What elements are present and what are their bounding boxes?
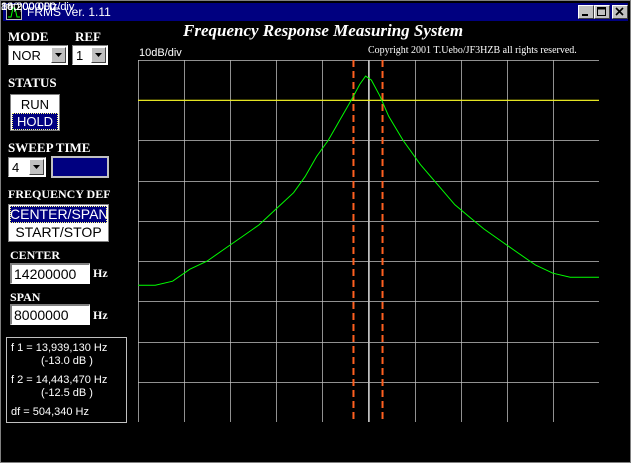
x-tick-label: 14,200,000 (1, 1, 57, 13)
page-title: Frequency Response Measuring System (183, 21, 464, 40)
f2-db-readout: (-12.5 dB ) (41, 387, 93, 399)
mode-select[interactable]: NOR (8, 45, 68, 65)
span-unit: Hz (93, 308, 108, 322)
minimize-button[interactable] (578, 5, 594, 19)
ref-select[interactable]: 1 (72, 45, 108, 65)
response-trace (138, 75, 599, 286)
frequency-def-listbox[interactable]: CENTER/SPAN START/STOP (8, 204, 109, 242)
chevron-down-icon[interactable] (91, 47, 106, 63)
frequency-response-plot[interactable] (138, 60, 599, 422)
sweep-indicator (51, 156, 109, 178)
copyright-text: Copyright 2001 T.Uebo/JF3HZB all rights … (368, 45, 577, 56)
chevron-down-icon[interactable] (29, 159, 44, 175)
status-option-hold[interactable]: HOLD (12, 113, 58, 130)
df-readout: df = 504,340 Hz (11, 406, 89, 418)
sweep-time-select[interactable]: 4 (8, 157, 46, 177)
sweep-time-value: 4 (12, 160, 20, 175)
span-label: SPAN (10, 290, 41, 304)
ref-value: 1 (76, 48, 84, 63)
ref-label: REF (75, 29, 101, 44)
y-scale-label: 10dB/div (139, 47, 182, 59)
mode-value: NOR (12, 48, 41, 63)
f2-readout: f 2 = 14,443,470 Hz (11, 374, 108, 386)
span-input[interactable]: 8000000 (10, 304, 90, 325)
x-scale-label: 800,000 Hz/div (1, 1, 75, 13)
maximize-button[interactable] (594, 5, 610, 19)
status-label: STATUS (8, 75, 57, 90)
sweep-time-label: SWEEP TIME (8, 140, 91, 155)
center-value: 14200000 (14, 266, 77, 282)
chevron-down-icon[interactable] (51, 47, 66, 63)
window-title: FRMS Ver. 1.11 (27, 5, 111, 19)
f1-db-readout: (-13.0 dB ) (41, 355, 93, 367)
marker-readout-panel: f 1 = 13,939,130 Hz (-13.0 dB ) f 2 = 14… (6, 337, 127, 423)
mode-label: MODE (8, 29, 49, 44)
center-label: CENTER (10, 248, 61, 262)
status-listbox[interactable]: RUN HOLD (10, 94, 60, 131)
f1-readout: f 1 = 13,939,130 Hz (11, 342, 108, 354)
freqdef-option-center-span[interactable]: CENTER/SPAN (10, 206, 109, 223)
freqdef-option-start-stop[interactable]: START/STOP (15, 224, 102, 240)
center-input[interactable]: 14200000 (10, 263, 90, 284)
x-tick-label: 10,200,000 (1, 1, 57, 13)
x-tick-label: 18,200,000 (1, 1, 57, 13)
status-option-run[interactable]: RUN (20, 97, 50, 112)
close-button[interactable] (612, 5, 628, 19)
frequency-def-label: FREQUENCY DEF (8, 187, 111, 201)
title-bar[interactable]: FRMS Ver. 1.11 (3, 3, 628, 21)
app-icon[interactable] (6, 4, 22, 20)
span-value: 8000000 (14, 307, 69, 323)
center-unit: Hz (93, 266, 108, 280)
